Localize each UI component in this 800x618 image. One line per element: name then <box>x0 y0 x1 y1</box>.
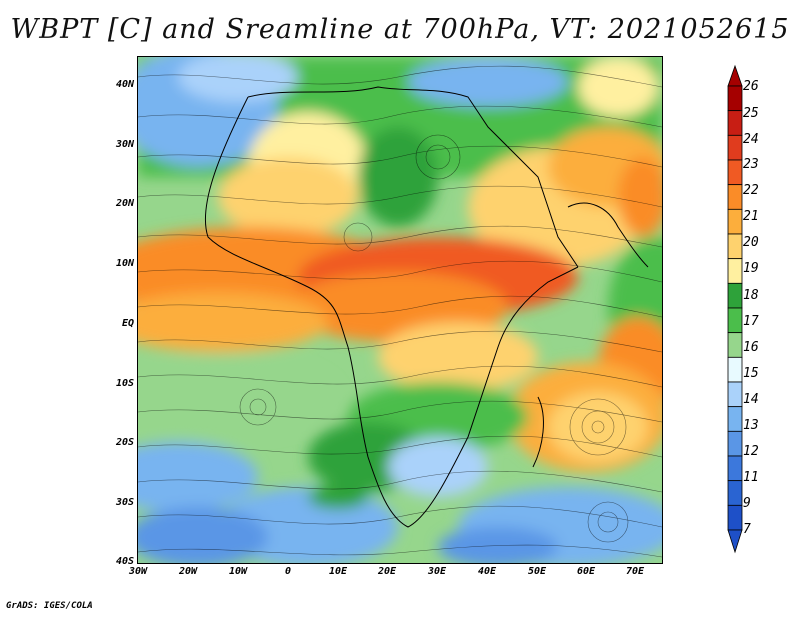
colorbar-segment <box>727 184 743 210</box>
colorbar-label: 9 <box>743 496 751 511</box>
colorbar-segment <box>727 406 743 432</box>
lat-tick-label: 10N <box>115 258 134 269</box>
lat-tick-label: 20N <box>115 198 134 209</box>
colorbar-label: 24 <box>743 132 759 147</box>
colorbar-label: 19 <box>743 261 759 276</box>
lon-tick-label: 50E <box>527 566 547 577</box>
lon-tick-label: 30E <box>427 566 447 577</box>
colorbar-segment <box>727 110 743 136</box>
colorbar-label: 16 <box>743 340 759 355</box>
colorbar-segment <box>727 233 743 260</box>
colorbar-label: 12 <box>743 444 759 459</box>
colorbar-label: 13 <box>743 418 759 433</box>
lon-tick-label: 20W <box>178 566 198 577</box>
streamlines <box>138 65 662 558</box>
colorbar-label: 7 <box>743 522 751 537</box>
colorbar-label: 14 <box>743 392 759 407</box>
lat-tick-label: EQ <box>121 318 134 329</box>
lat-tick-label: 40N <box>115 79 134 90</box>
colorbar-segment <box>727 455 743 482</box>
lat-tick-label: 10S <box>115 378 134 389</box>
colorbar-segment <box>727 208 743 235</box>
wbpt-shading <box>138 57 662 563</box>
colorbar-label: 17 <box>743 314 759 329</box>
lon-tick-label: 10W <box>228 566 248 577</box>
footer-credit: GrADS: IGES/COLA <box>6 601 93 611</box>
lat-tick-label: 30S <box>115 497 134 508</box>
colorbar-label: 25 <box>743 106 759 121</box>
lon-tick-label: 30W <box>128 566 148 577</box>
lon-tick-label: 70E <box>625 566 645 577</box>
wbpt-field-map <box>138 57 662 563</box>
colorbar-segment <box>727 282 743 309</box>
colorbar-label: 21 <box>743 209 759 224</box>
lon-tick-label: 10E <box>328 566 348 577</box>
lon-tick-label: 60E <box>576 566 596 577</box>
colorbar-top-arrow <box>727 64 743 87</box>
colorbar-label: 20 <box>743 235 759 250</box>
colorbar-segment <box>727 258 743 284</box>
colorbar-segment <box>727 381 743 408</box>
colorbar-segment <box>727 430 743 457</box>
colorbar-segment <box>727 504 743 531</box>
colorbar-label: 11 <box>743 470 759 485</box>
colorbar-segment <box>727 480 743 506</box>
lat-tick-label: 20S <box>115 437 134 448</box>
map-panel <box>137 56 663 564</box>
colorbar-label: 22 <box>743 183 759 198</box>
colorbar-segment <box>727 307 743 334</box>
colorbar-label: 15 <box>743 366 759 381</box>
lon-tick-label: 40E <box>477 566 497 577</box>
colorbar-segment <box>727 134 743 161</box>
lat-tick-label: 30N <box>115 139 134 150</box>
colorbar-label: 26 <box>743 79 759 94</box>
colorbar-segment <box>727 85 743 112</box>
colorbar-label: 18 <box>743 288 759 303</box>
colorbar-segment <box>727 356 743 383</box>
chart-title: WBPT [C] and Sreamline at 700hPa, VT: 20… <box>10 14 790 45</box>
lon-tick-label: 0 <box>284 566 292 577</box>
colorbar-segment <box>727 332 743 358</box>
coastlines <box>204 86 649 528</box>
colorbar-bottom-arrow <box>727 529 743 554</box>
colorbar <box>727 64 743 554</box>
colorbar-label: 23 <box>743 157 759 172</box>
lat-tick-label: 40S <box>115 556 134 567</box>
colorbar-segment <box>727 159 743 186</box>
lon-tick-label: 20E <box>377 566 397 577</box>
